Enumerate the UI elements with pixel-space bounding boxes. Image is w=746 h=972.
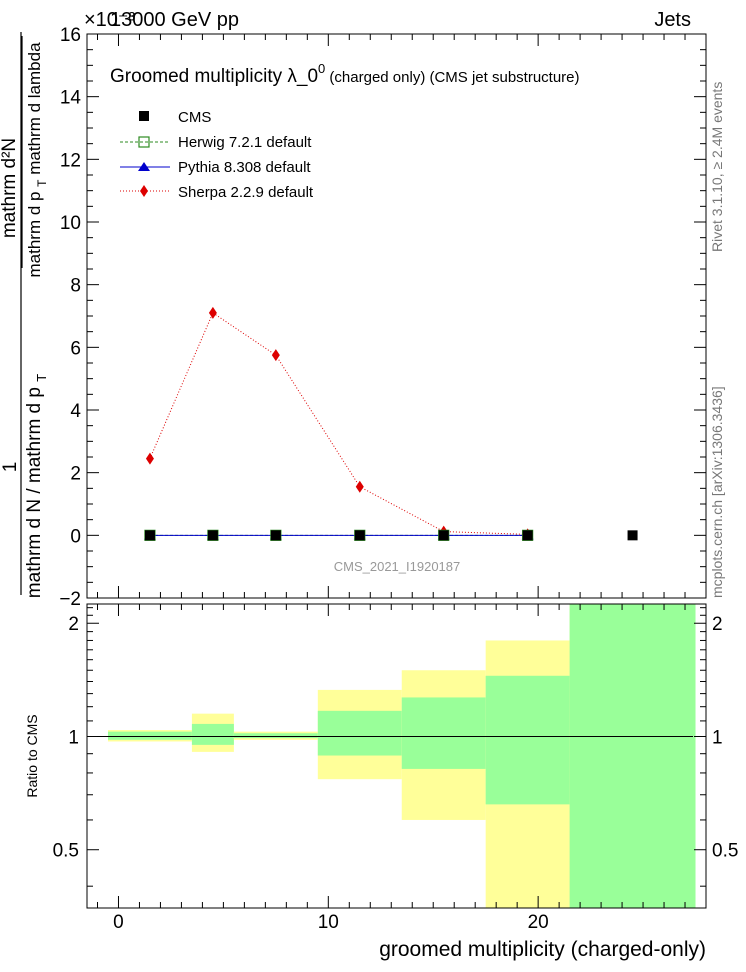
data-point-3-2 <box>271 349 280 362</box>
main-ytick-label: 0 <box>70 526 81 547</box>
header-energy: 13000 GeV pp <box>110 9 239 31</box>
ratio-xtick-label: 20 <box>528 912 549 933</box>
legend-label-sherpa: Sherpa 2.2.9 default <box>178 184 314 201</box>
main-ytick-label: 6 <box>70 338 81 359</box>
legend-entry-herwig: Herwig 7.2.1 default <box>120 134 312 151</box>
main-ytick-label: 14 <box>60 88 82 109</box>
ratio-bands-layer <box>107 604 696 908</box>
legend-marker-pythia <box>138 162 150 171</box>
header-process: Jets <box>654 9 691 31</box>
ratio-band-green-4 <box>401 697 486 769</box>
data-point-0-4 <box>438 530 449 541</box>
ratio-ytick-label: 0.5 <box>53 841 79 862</box>
main-ytick-label: 8 <box>70 276 81 297</box>
ratio-band-green-2 <box>233 733 318 739</box>
legend-entry-pythia: Pythia 8.308 default <box>120 159 311 176</box>
main-ylabel-inner-den-rest: mathrm d lambda <box>25 42 44 180</box>
ratio-xlabel: groomed multiplicity (charged-only) <box>379 938 706 961</box>
ratio-band-green-3 <box>317 710 402 756</box>
main-title-main: Groomed multiplicity λ_0 <box>110 66 318 87</box>
ratio-ytick-label-right: 0.5 <box>712 841 738 862</box>
legend-entry-cms: CMS <box>139 109 211 126</box>
main-ylabel-inner-den-sub: T <box>35 179 49 187</box>
main-ytick-label: 2 <box>70 464 81 485</box>
ratio-ytick-label: 2 <box>68 614 79 635</box>
ratio-band-green-1 <box>191 723 234 745</box>
ratio-xtick-label: 10 <box>318 912 339 933</box>
main-ylabel-numerator: mathrm d²N <box>0 138 20 238</box>
main-y-ticks: −2 0 2 4 6 8 10 12 14 16 <box>59 25 706 610</box>
main-ylabel-inner-denominator: mathrm d p T mathrm d lambda <box>25 42 49 278</box>
ratio-ytick-label: 1 <box>68 727 79 748</box>
watermark: CMS_2021_I1920187 <box>334 559 461 574</box>
legend-label-herwig: Herwig 7.2.1 default <box>178 134 312 151</box>
ratio-y-ticks: 0.5 0.5 1 1 2 2 <box>53 607 738 887</box>
data-point-3-0 <box>145 452 154 465</box>
data-point-0-3 <box>354 530 365 541</box>
main-ylabel-denominator: mathrm d N / mathrm d p T <box>24 374 49 598</box>
data-point-0-1 <box>207 530 218 541</box>
ratio-ylabel: Ratio to CMS <box>24 714 40 797</box>
legend-label-cms: CMS <box>178 109 211 126</box>
data-point-0-0 <box>144 530 155 541</box>
ratio-x-ticks: 0 10 20 <box>96 604 686 933</box>
rivet-version-label: Rivet 3.1.10, ≥ 2.4M events <box>709 82 725 252</box>
main-ylabel: 1 mathrm d N / mathrm d p T mathrm d²N m… <box>0 32 49 598</box>
legend-label-pythia: Pythia 8.308 default <box>178 159 311 176</box>
main-ylabel-one: 1 <box>0 462 21 473</box>
main-title-sup: 0 <box>318 61 325 76</box>
data-point-0-6 <box>627 530 638 541</box>
main-series-layer <box>143 306 638 541</box>
main-title: Groomed multiplicity λ_00 (charged only)… <box>110 61 580 87</box>
header-exponent: ×10⁻³ <box>84 9 135 31</box>
main-ytick-label: 16 <box>60 25 81 46</box>
data-point-3-1 <box>208 306 217 319</box>
data-point-3-3 <box>355 480 364 493</box>
main-ylabel-inner-den-text: mathrm d p <box>25 187 44 278</box>
ratio-ytick-label-right: 1 <box>712 727 723 748</box>
main-ytick-label: 10 <box>60 213 81 234</box>
main-ylabel-den-sub: T <box>34 374 49 382</box>
legend-marker-cms <box>139 111 149 121</box>
legend-marker-herwig <box>138 136 150 148</box>
ratio-band-green-0 <box>107 731 192 740</box>
main-ytick-label: 4 <box>70 401 81 422</box>
ratio-plot-frame <box>86 603 707 909</box>
data-point-0-2 <box>270 530 281 541</box>
legend-entry-sherpa: Sherpa 2.2.9 default <box>120 184 314 201</box>
mcplots-label: mcplots.cern.ch [arXiv:1306.3436] <box>709 386 725 598</box>
ratio-band-green-6 <box>569 604 696 908</box>
main-ylabel-den-text: mathrm d N / mathrm d p <box>24 382 45 598</box>
main-ytick-label: −2 <box>59 589 81 610</box>
ratio-xtick-label: 0 <box>113 912 124 933</box>
series-line-3 <box>149 312 528 535</box>
legend: CMS Herwig 7.2.1 default Pythia 8.308 de… <box>120 109 314 201</box>
data-point-0-5 <box>522 530 533 541</box>
ratio-band-green-5 <box>485 675 570 805</box>
ratio-ytick-label-right: 2 <box>712 614 723 635</box>
legend-marker-sherpa <box>140 185 148 197</box>
main-title-rest: (charged only) (CMS jet substructure) <box>325 69 579 86</box>
main-ytick-label: 12 <box>60 150 81 171</box>
